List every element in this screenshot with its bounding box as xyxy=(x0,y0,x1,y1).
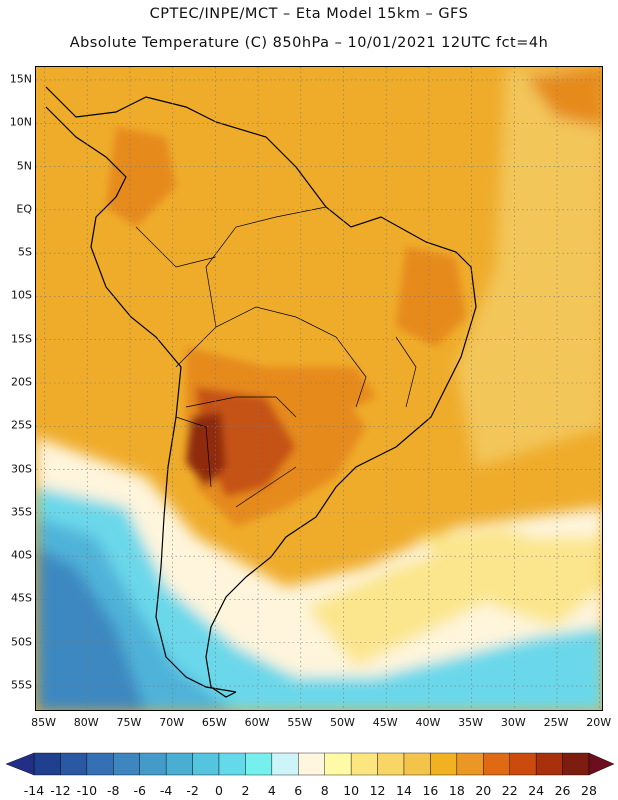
lat-tick-label: 10N xyxy=(9,115,32,129)
colorbar-swatch xyxy=(456,752,484,776)
lat-tick-label: 15S xyxy=(11,332,32,346)
colorbar-tick-label: -6 xyxy=(133,783,146,798)
colorbar-swatch xyxy=(218,752,246,776)
colorbar-tick-label: 18 xyxy=(448,783,465,798)
lon-tick-label: 50W xyxy=(330,716,355,729)
colorbar-tick-label: -10 xyxy=(76,783,98,798)
colorbar-swatch xyxy=(139,752,167,776)
cyan-south-ocean xyxy=(36,487,602,710)
colorbar-swatch xyxy=(165,752,193,776)
colorbar-high-extend xyxy=(588,752,615,776)
colorbar-tick-label: -12 xyxy=(50,783,71,798)
colorbar-swatch xyxy=(562,752,590,776)
lon-tick-label: 70W xyxy=(159,716,185,729)
lon-tick-label: 45W xyxy=(372,716,398,729)
lon-tick-label: 20W xyxy=(586,716,612,729)
lat-tick-label: 25S xyxy=(11,418,32,432)
colorbar-tick-label: 20 xyxy=(475,783,492,798)
lat-tick-label: 20S xyxy=(11,375,32,389)
colorbar-tick-label: 2 xyxy=(241,783,250,798)
gridlines xyxy=(36,67,602,710)
lon-tick-label: 40W xyxy=(415,716,441,729)
colorbar-tick-label: 4 xyxy=(267,783,276,798)
colorbar-swatch xyxy=(192,752,220,776)
colorbar-tick-label: 12 xyxy=(369,783,386,798)
hottest-core xyxy=(186,412,226,487)
colorbar xyxy=(5,752,615,776)
colorbar-swatch xyxy=(60,752,88,776)
lon-tick-label: 25W xyxy=(543,716,569,729)
colorbar-swatch xyxy=(430,752,458,776)
colorbar-swatch xyxy=(403,752,431,776)
lon-tick-label: 35W xyxy=(458,716,484,729)
colorbar-swatch xyxy=(509,752,537,776)
lon-tick-label: 55W xyxy=(287,716,313,729)
colorbar-tick-label: 24 xyxy=(528,783,545,798)
lat-tick-label: 10S xyxy=(11,288,32,302)
lat-tick-label: 45S xyxy=(11,591,32,605)
colorbar-tick-label: -8 xyxy=(107,783,120,798)
lat-tick-label: EQ xyxy=(16,202,32,216)
lat-tick-label: 15N xyxy=(9,72,32,86)
colorbar-low-extend xyxy=(5,752,35,776)
warm-ocean-band xyxy=(456,67,602,467)
colorbar-swatch xyxy=(33,752,61,776)
colorbar-swatch xyxy=(350,752,378,776)
coastline xyxy=(45,86,477,698)
colorbar-tick-label: 14 xyxy=(396,783,412,798)
colorbar-tick-label: 6 xyxy=(294,783,303,798)
lon-tick-label: 80W xyxy=(73,716,99,729)
colorbar-tick-label: 10 xyxy=(343,783,360,798)
lon-tick-label: 65W xyxy=(201,716,227,729)
deep-cold-pacific xyxy=(36,547,146,710)
colorbar-tick-label: 26 xyxy=(554,783,571,798)
colorbar-tick-label: -4 xyxy=(159,783,173,798)
colorbar-tick-label: -2 xyxy=(186,783,199,798)
lat-tick-label: 5S xyxy=(18,245,32,259)
colorbar-swatch xyxy=(377,752,405,776)
hot-southeast xyxy=(266,367,376,427)
map-title: CPTEC/INPE/MCT – Eta Model 15km – GFS xyxy=(149,6,469,22)
colorbar-swatch xyxy=(113,752,140,776)
colorbar-tick-label: 22 xyxy=(501,783,518,798)
lon-tick-label: 85W xyxy=(31,716,56,729)
borders xyxy=(135,206,417,508)
lat-tick-label: 55S xyxy=(11,678,32,692)
lat-tick-label: 35S xyxy=(11,505,32,519)
colorbar-swatch xyxy=(271,752,299,776)
colorbar-swatch xyxy=(535,752,563,776)
colorbar-tick-label: 0 xyxy=(215,783,223,798)
colorbar-swatch xyxy=(245,752,273,776)
hot-northeast xyxy=(396,247,466,347)
colorbar-swatch xyxy=(86,752,114,776)
lat-tick-label: 30S xyxy=(11,462,32,476)
map-subtitle: Absolute Temperature (C) 850hPa – 10/01/… xyxy=(69,35,549,51)
colorbar-tick-label: 8 xyxy=(320,783,329,798)
lat-tick-label: 40S xyxy=(11,548,32,562)
colorbar-tick-label: -14 xyxy=(23,783,45,798)
lon-tick-label: 30W xyxy=(500,716,526,729)
lat-tick-label: 50S xyxy=(11,635,32,649)
hot-andes-north xyxy=(106,127,176,227)
colorbar-swatch xyxy=(483,752,510,776)
colorbar-swatch xyxy=(298,752,325,776)
temperature-map[interactable] xyxy=(35,66,603,711)
colorbar-swatch xyxy=(324,752,352,776)
lon-tick-label: 60W xyxy=(244,716,270,729)
lat-tick-label: 5N xyxy=(16,159,32,173)
colorbar-tick-label: 16 xyxy=(422,783,439,798)
hot-caribbean xyxy=(526,67,602,127)
colorbar-tick-label: 28 xyxy=(581,783,597,798)
lon-tick-label: 75W xyxy=(116,716,142,729)
atlantic-yellow-core xyxy=(416,527,602,627)
